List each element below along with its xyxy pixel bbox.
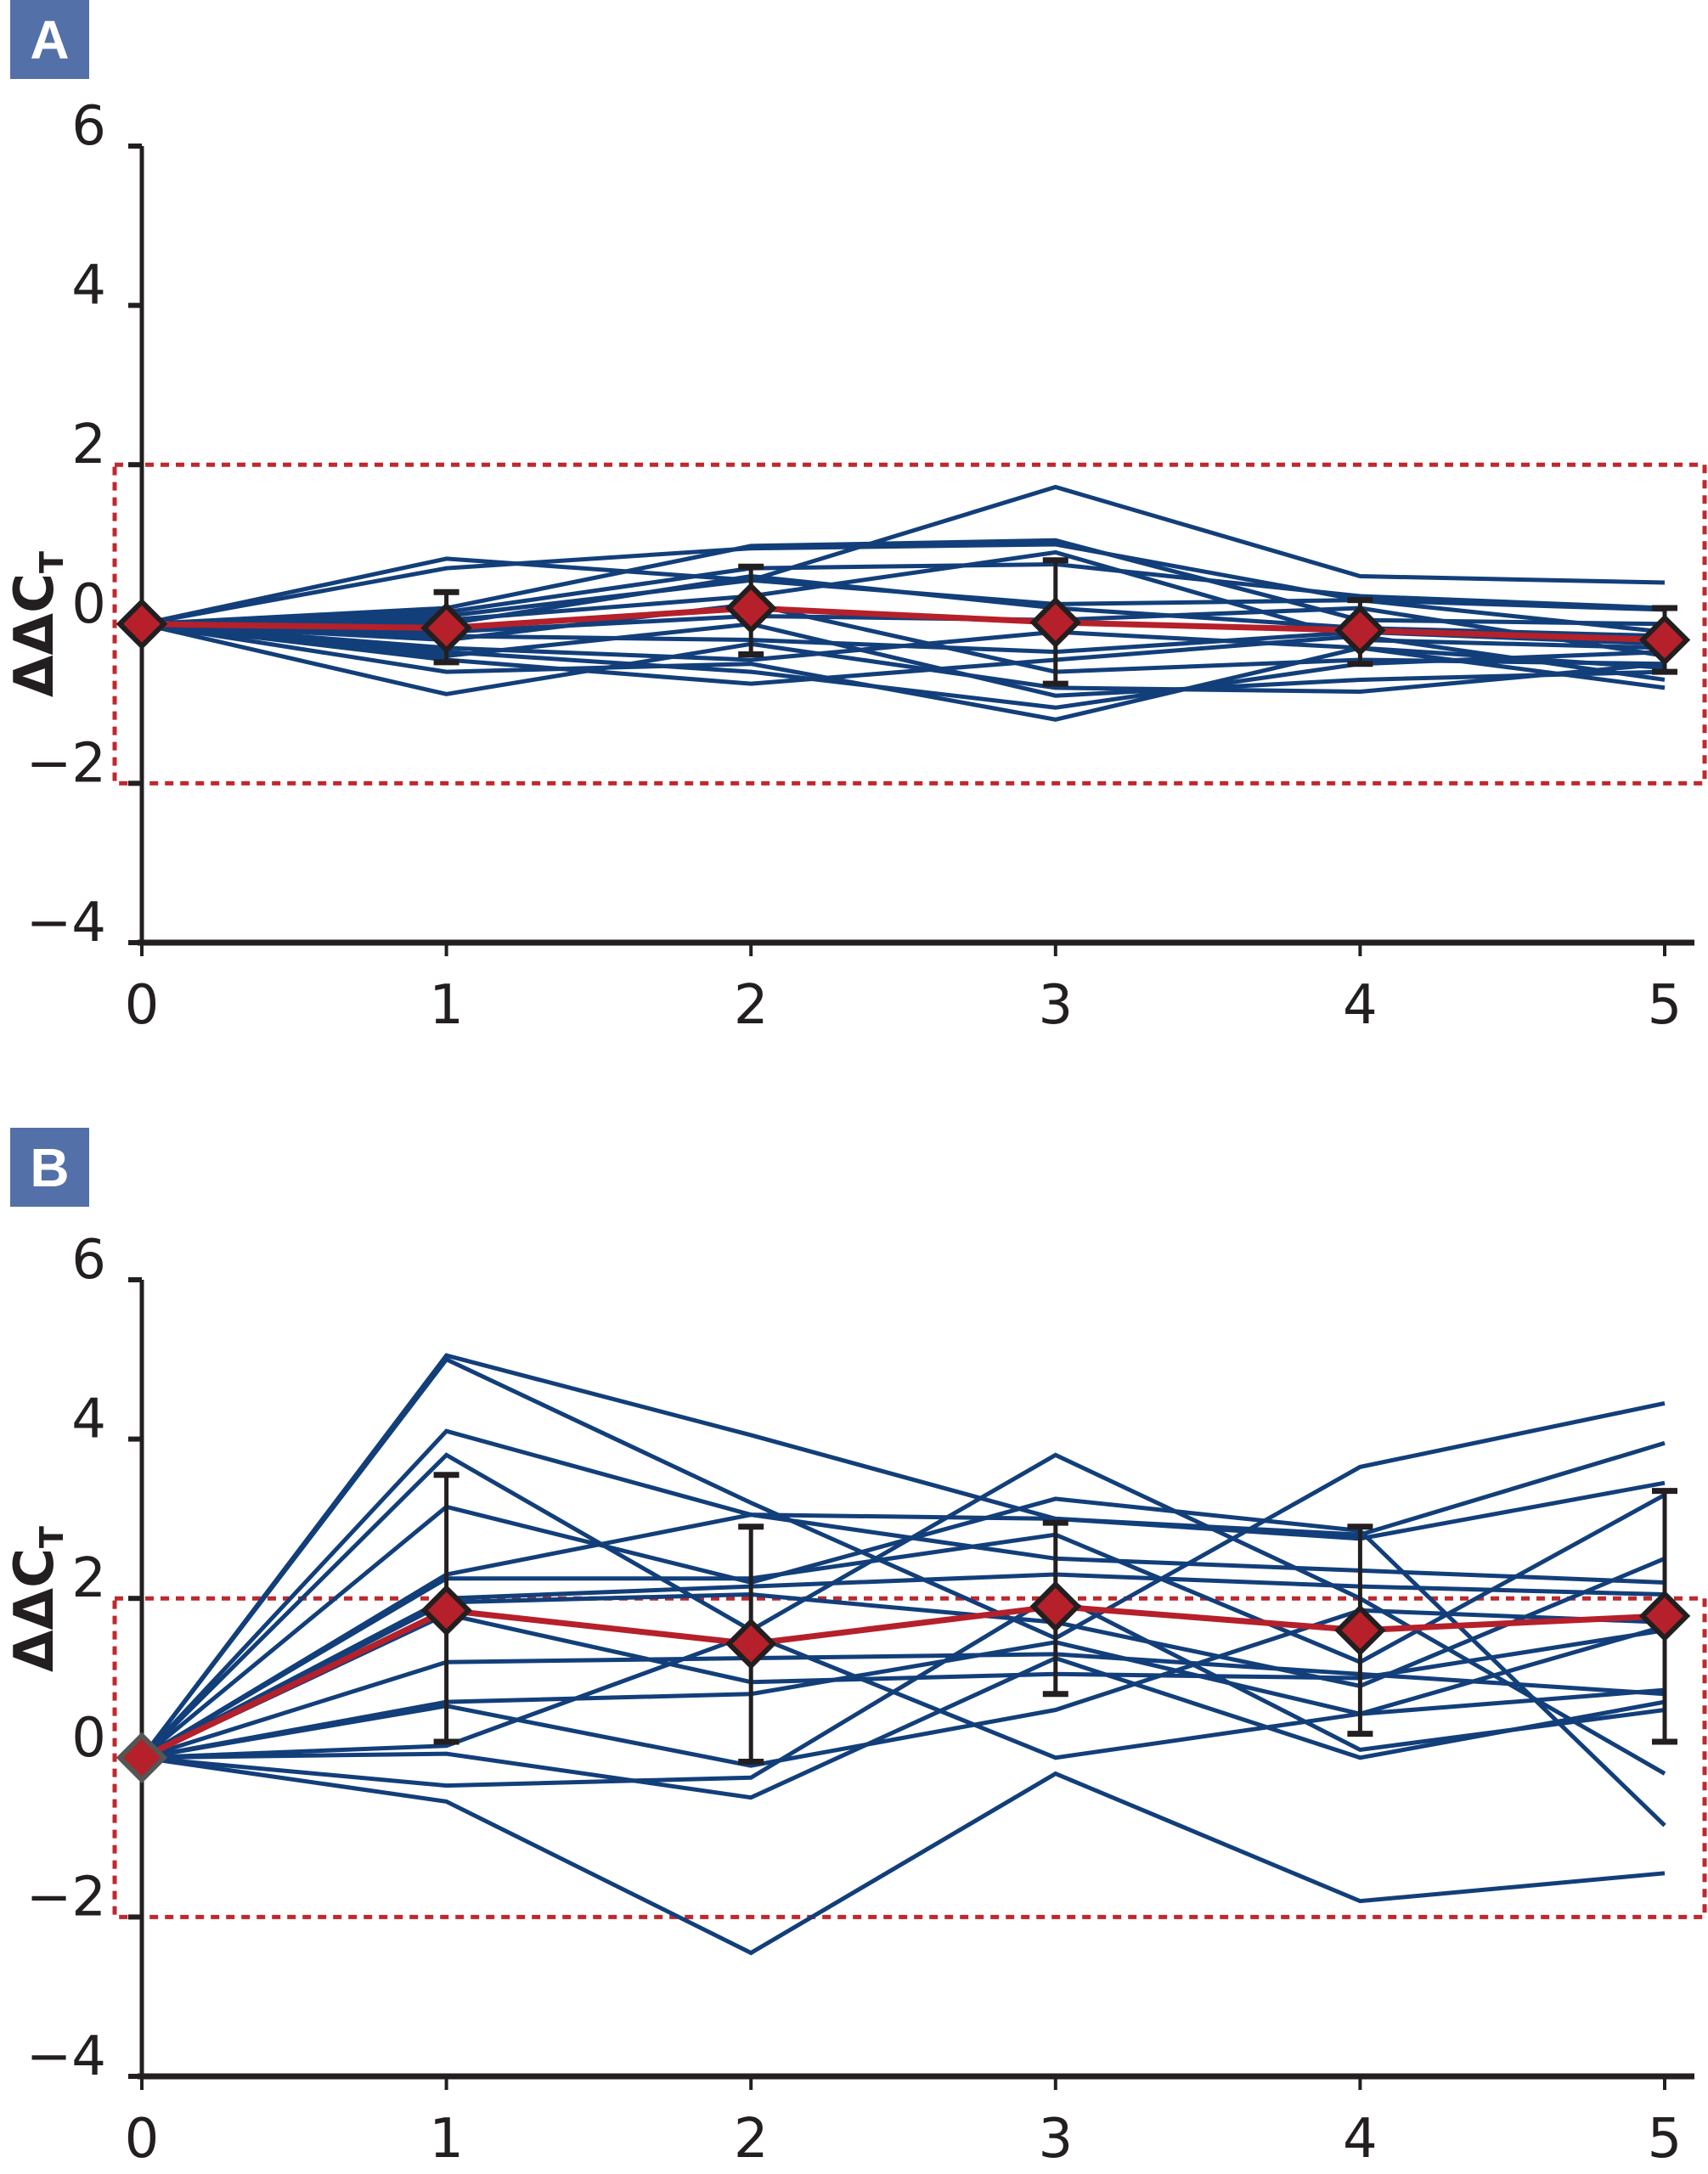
series-line-s11 (141, 622, 1666, 670)
series-line-s6 (140, 1512, 1666, 1760)
x-tick-label: 0 (125, 974, 160, 1037)
x-tick-label: 3 (1038, 974, 1073, 1037)
series-line-s2 (140, 1356, 1666, 1760)
series-line-s13 (141, 622, 1666, 698)
mean-line (141, 605, 1666, 644)
series-line-s9 (140, 1556, 1666, 1760)
panel-a: −4 −2 0 2 4 6 0 1 2 3 4 5 ΔΔCT (3, 95, 1707, 1037)
x-tick-label: 5 (1648, 2108, 1683, 2171)
x-tick-label: 2 (734, 2108, 769, 2171)
panel-b-label: B (10, 1128, 89, 1207)
y-tick-label: 6 (71, 95, 106, 158)
series-line-s14 (141, 1624, 1666, 1760)
y-tick-label: 4 (71, 255, 106, 318)
y-tick-label: −2 (26, 1866, 106, 1929)
x-tick-label: 2 (734, 974, 769, 1037)
series-line-s3 (140, 1428, 1666, 1760)
series-line-s11 (141, 1652, 1666, 1760)
mean-line (140, 1603, 1666, 1760)
threshold-box (112, 462, 1707, 786)
x-tick-label: 4 (1343, 2108, 1378, 2171)
series-line-s10 (140, 1612, 1666, 1760)
series-line-s3 (141, 538, 1666, 627)
series-line-s17 (141, 1755, 1666, 1956)
y-tick-label: 0 (71, 1707, 106, 1770)
y-tick-label: 2 (71, 1547, 106, 1610)
x-tick-label: 5 (1648, 974, 1683, 1037)
mean-marker (1029, 1580, 1082, 1632)
y-tick-label: −2 (26, 732, 106, 795)
threshold-box (112, 1596, 1707, 1919)
x-tick-label: 4 (1343, 974, 1378, 1037)
series-line-s13 (141, 1608, 1666, 1768)
x-tick-label: 1 (429, 974, 464, 1037)
y-axis-label: ΔΔCT (3, 551, 70, 697)
mean-marker (1029, 596, 1082, 649)
series-line-s16 (141, 1591, 1666, 1788)
series-line-s7 (140, 1493, 1666, 1760)
mean-marker (724, 1618, 777, 1670)
x-tick-label: 1 (429, 2108, 464, 2171)
series-line-s8 (140, 1572, 1666, 1760)
mean-marker (724, 582, 777, 634)
x-tick-label: 3 (1038, 2108, 1073, 2171)
x-tick-label: 0 (125, 2108, 160, 2171)
y-axis-label: ΔΔCT (3, 1526, 70, 1672)
mean-marker (116, 598, 168, 651)
mean-marker (420, 1585, 472, 1636)
mean-marker (1334, 1604, 1386, 1656)
y-tick-label: −4 (26, 892, 106, 955)
y-tick-label: 2 (71, 414, 106, 476)
mean-marker (420, 602, 472, 654)
y-tick-label: −4 (26, 2025, 106, 2088)
y-tick-label: 0 (71, 573, 106, 636)
series-line-s16 (141, 622, 1666, 696)
mean-marker (1638, 614, 1691, 666)
series-line-s15 (141, 622, 1666, 722)
panel-b: −4 −2 0 2 4 6 0 1 2 3 4 5 ΔΔCT (3, 1229, 1707, 2171)
mean-marker (1638, 1590, 1691, 1642)
panel-a-label: A (10, 0, 89, 79)
y-tick-label: 4 (71, 1388, 106, 1451)
y-tick-label: 6 (71, 1229, 106, 1292)
mean-marker (1334, 605, 1386, 656)
series-line-s12 (141, 1640, 1666, 1760)
series-line-s14 (141, 622, 1666, 686)
series-line-s1 (141, 484, 1666, 627)
series-line-s4 (141, 561, 1666, 627)
series-line-s5 (140, 1496, 1666, 1828)
y-axis-label-subscript: T (33, 1526, 70, 1548)
series-line-s2 (141, 542, 1666, 627)
y-axis-label-main: ΔΔC (3, 1548, 66, 1672)
mean-marker (116, 1732, 168, 1784)
y-axis-label-subscript: T (33, 551, 70, 573)
y-axis-label-main: ΔΔC (3, 573, 66, 697)
series-line-s15 (141, 1655, 1666, 1800)
